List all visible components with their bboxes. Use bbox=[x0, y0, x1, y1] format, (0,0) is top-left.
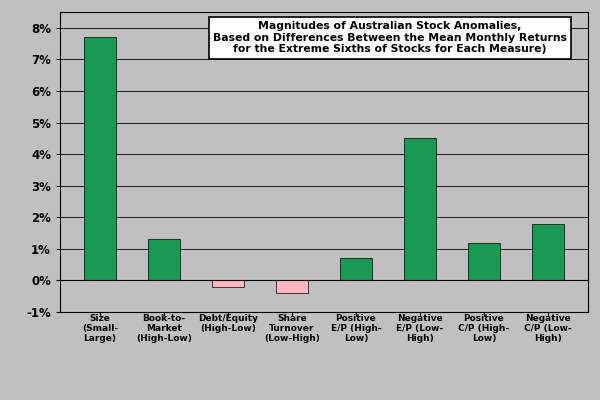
Text: Size
(Small-
Large): Size (Small- Large) bbox=[82, 314, 118, 343]
Bar bbox=[340, 258, 372, 280]
Bar bbox=[212, 280, 244, 287]
Text: Negative
C/P (Low-
High): Negative C/P (Low- High) bbox=[524, 314, 572, 343]
Bar bbox=[148, 239, 180, 280]
Bar bbox=[468, 242, 500, 280]
Bar bbox=[276, 280, 308, 293]
Text: Positive
C/P (High-
Low): Positive C/P (High- Low) bbox=[458, 314, 509, 343]
Bar bbox=[84, 37, 116, 280]
Text: Book-to-
Market
(High-Low): Book-to- Market (High-Low) bbox=[136, 314, 192, 343]
Bar bbox=[404, 138, 436, 280]
Text: Magnitudes of Australian Stock Anomalies,
Based on Differences Between the Mean : Magnitudes of Australian Stock Anomalies… bbox=[213, 21, 567, 54]
Bar bbox=[532, 224, 564, 280]
Text: Negative
E/P (Low-
High): Negative E/P (Low- High) bbox=[397, 314, 443, 343]
Text: Debt/Equity
(High-Low): Debt/Equity (High-Low) bbox=[198, 314, 258, 333]
Text: Share
Turnover
(Low-High): Share Turnover (Low-High) bbox=[264, 314, 320, 343]
Text: Positive
E/P (High-
Low): Positive E/P (High- Low) bbox=[331, 314, 382, 343]
